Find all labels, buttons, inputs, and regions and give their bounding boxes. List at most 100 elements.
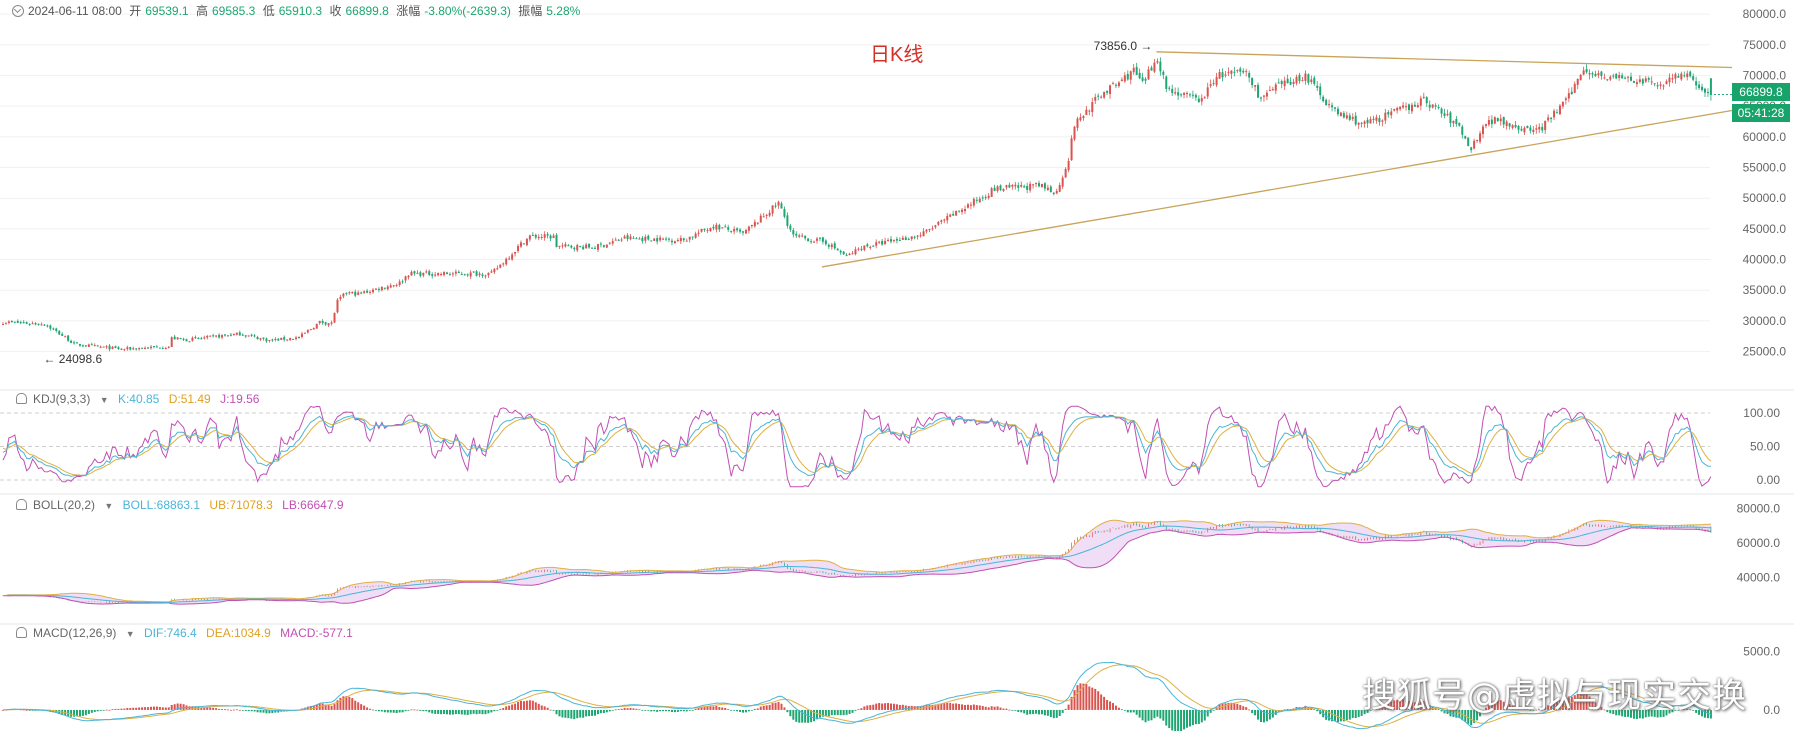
macd-histogram-bar: [1490, 703, 1493, 710]
candle-body: [1677, 75, 1680, 78]
kdj-legend[interactable]: KDJ(9,3,3) ▼ K:40.85 D:51.49 J:19.56: [16, 392, 265, 406]
alert-icon[interactable]: [16, 393, 27, 404]
candle-body: [1354, 115, 1357, 125]
boll-legend[interactable]: BOLL(20,2) ▼ BOLL:68863.1 UB:71078.3 LB:…: [16, 498, 350, 512]
candle-body: [235, 332, 238, 335]
kdj-tick-label: 50.00: [1750, 440, 1780, 454]
candle-body: [1446, 113, 1449, 116]
macd-histogram-bar: [369, 708, 372, 710]
macd-histogram-bar: [1452, 709, 1455, 717]
macd-histogram-bar: [265, 709, 268, 714]
candle-body: [827, 244, 830, 247]
macd-histogram-bar: [422, 709, 425, 712]
macd-histogram-bar: [126, 707, 129, 710]
candle-body: [70, 340, 73, 343]
candle-body: [765, 214, 768, 216]
candle-body: [1659, 84, 1662, 86]
candle-body: [987, 195, 990, 198]
candle-body: [203, 337, 206, 339]
macd-histogram-bar: [229, 709, 232, 711]
macd-histogram-bar: [1242, 706, 1245, 710]
macd-histogram-bar: [31, 709, 34, 711]
macd-histogram-bar: [818, 709, 821, 718]
candle-body: [1538, 126, 1541, 130]
macd-histogram-bar: [1283, 709, 1286, 711]
open-value: 69539.1: [145, 4, 189, 18]
upper-trendline: [1156, 51, 1733, 69]
candle-body: [1023, 186, 1026, 188]
candle-body: [1147, 69, 1150, 80]
candle-body: [200, 338, 203, 340]
macd-histogram-bar: [768, 704, 771, 710]
boll-band: [3, 520, 1711, 605]
candle-body: [475, 271, 478, 276]
candle-body: [1437, 107, 1440, 109]
macd-legend[interactable]: MACD(12,26,9) ▼ DIF:746.4 DEA:1034.9 MAC…: [16, 626, 359, 640]
candle-body: [1410, 104, 1413, 112]
candle-body: [1008, 184, 1011, 188]
candle-body: [135, 348, 138, 350]
last-price-tag: 66899.8: [1732, 83, 1790, 101]
candle-body: [1665, 81, 1668, 85]
macd-histogram-bar: [117, 708, 120, 710]
macd-histogram-bar: [531, 700, 534, 710]
macd-histogram-bar: [1387, 703, 1390, 710]
macd-histogram-bar: [330, 705, 333, 710]
macd-histogram-bar: [1055, 709, 1058, 718]
candle-body: [1553, 110, 1556, 118]
chevron-down-icon[interactable]: ▼: [125, 629, 135, 639]
countdown-tag: 05:41:28: [1732, 104, 1790, 122]
macd-histogram-bar: [1538, 709, 1541, 710]
macd-histogram-bar: [1594, 702, 1597, 710]
candle-body: [777, 201, 780, 206]
macd-histogram-bar: [457, 709, 460, 715]
chevron-down-icon[interactable]: ▼: [104, 501, 114, 511]
macd-histogram-bar: [659, 709, 662, 712]
chevron-down-icon[interactable]: ▼: [99, 395, 109, 405]
candle-body: [653, 238, 656, 241]
candle-body: [1458, 122, 1461, 126]
candle-body: [990, 188, 993, 197]
candle-body: [1336, 108, 1339, 115]
macd-histogram-bar: [401, 709, 404, 713]
candle-body: [1301, 80, 1304, 82]
alert-icon[interactable]: [16, 499, 27, 510]
candle-body: [1517, 125, 1520, 130]
macd-histogram-bar: [679, 709, 682, 712]
macd-histogram-bar: [1638, 709, 1641, 719]
candle-body: [1103, 91, 1106, 98]
macd-histogram-bar: [78, 709, 81, 717]
candle-body: [638, 238, 641, 240]
candle-body: [1591, 73, 1594, 75]
candle-body: [1606, 79, 1609, 81]
collapse-icon[interactable]: [12, 5, 24, 17]
candle-body: [1171, 88, 1174, 94]
macd-histogram-bar: [827, 709, 830, 717]
candle-body: [277, 338, 280, 341]
macd-histogram-bar: [742, 709, 744, 713]
macd-histogram-bar: [1191, 709, 1194, 726]
macd-histogram-bar: [543, 706, 546, 710]
candle-body: [1621, 75, 1624, 79]
candle-body: [392, 285, 395, 287]
macd-histogram-bar: [1339, 709, 1342, 722]
candle-body: [1419, 98, 1422, 106]
candle-body: [472, 271, 475, 273]
candle-body: [614, 239, 617, 241]
candle-body: [123, 349, 126, 351]
macd-histogram-bar: [795, 709, 798, 722]
macd-histogram-bar: [1109, 701, 1112, 710]
macd-histogram-bar: [161, 707, 164, 710]
candle-body: [194, 337, 197, 339]
candle-body: [1165, 76, 1168, 89]
candle-body: [839, 250, 842, 253]
candle-body: [1109, 85, 1112, 94]
candle-body: [52, 328, 55, 330]
candle-body: [1055, 190, 1058, 194]
candle-body: [446, 272, 448, 275]
macd-histogram-bar: [1579, 693, 1582, 710]
alert-icon[interactable]: [16, 627, 27, 638]
macd-histogram-bar: [961, 704, 964, 710]
candle-body: [1378, 118, 1381, 123]
